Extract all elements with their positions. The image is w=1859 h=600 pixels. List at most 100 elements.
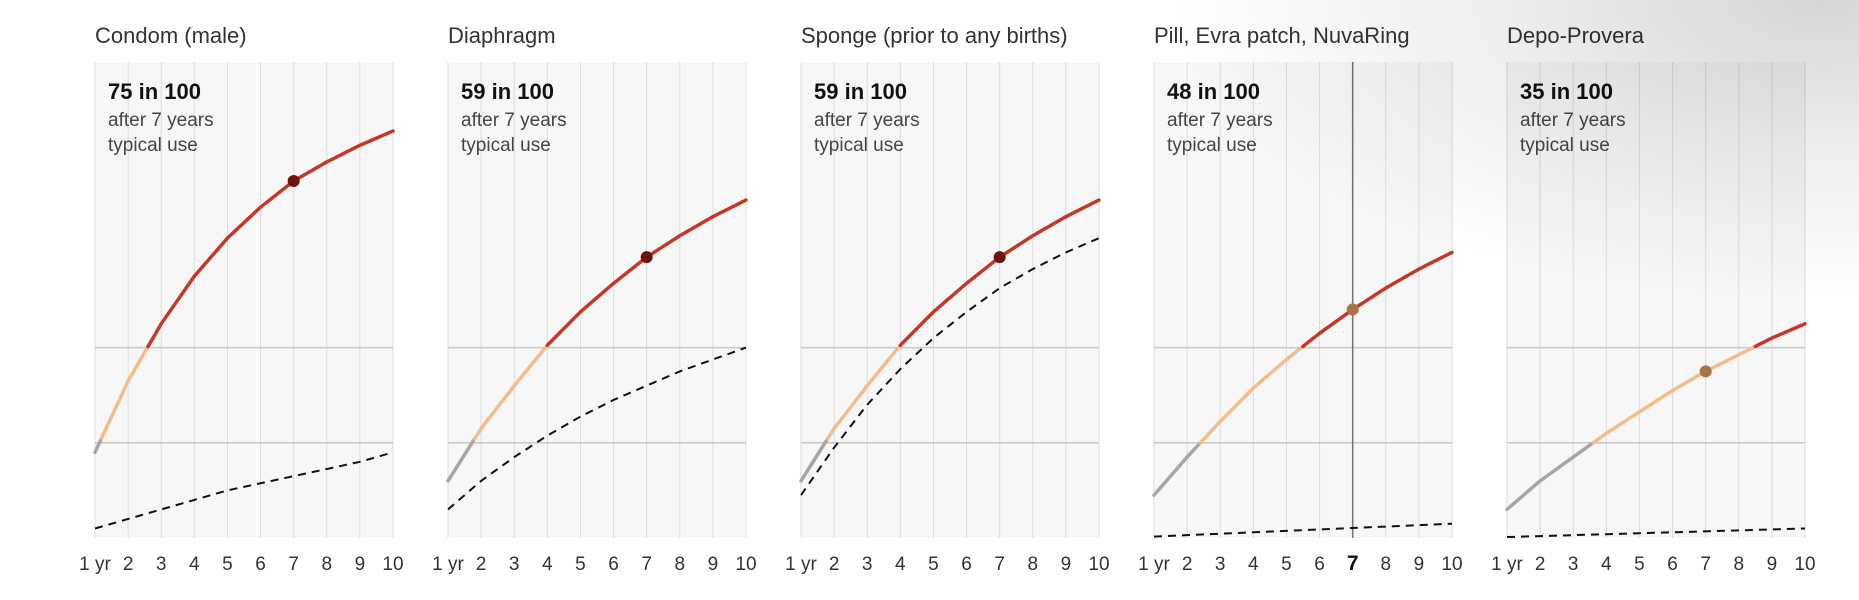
x-tick-label: 3: [1568, 554, 1579, 575]
x-tick-label: 9: [1061, 554, 1072, 575]
x-tick-label: 5: [1634, 554, 1645, 575]
chart-panel: Depo-Provera 35 in 100 after 7 years typica…: [1491, 23, 1815, 575]
stat-caption-line: typical use: [461, 135, 551, 156]
stat-caption-line: after 7 years: [814, 110, 920, 131]
x-tick-label: 7: [641, 554, 652, 575]
highlight-dot: [1346, 303, 1359, 316]
x-tick-label: 10: [1441, 554, 1462, 575]
x-tick-label: 4: [189, 554, 200, 575]
x-tick-label: 8: [674, 554, 685, 575]
x-tick-label: 6: [608, 554, 619, 575]
x-tick-label: 3: [1215, 554, 1226, 575]
x-tick-label: 9: [708, 554, 719, 575]
x-tick-label: 5: [222, 554, 233, 575]
x-tick-label: 4: [542, 554, 553, 575]
x-tick-label: 1 yr: [432, 554, 464, 575]
typical-use-curve: [99, 344, 150, 440]
x-tick-label: 10: [1794, 554, 1815, 575]
x-tick-label: 8: [1380, 554, 1391, 575]
panel-background: [1507, 62, 1805, 538]
stat-caption-line: after 7 years: [461, 110, 567, 131]
x-tick-label: 2: [1182, 554, 1193, 575]
x-tick-label: 9: [1414, 554, 1425, 575]
chart-panel: Diaphragm 59 in 100 after 7 years typical u…: [432, 23, 756, 575]
x-tick-label: 6: [1667, 554, 1678, 575]
typical-use-curve: [1301, 250, 1454, 349]
panel-title: Pill, Evra patch, NuvaRing: [1154, 23, 1410, 48]
typical-use-curve: [472, 343, 550, 441]
stat-value: 48 in 100: [1167, 79, 1260, 104]
stat-caption-line: typical use: [814, 135, 904, 156]
chart-panel: Sponge (prior to any births) 59 in 100 aft…: [785, 23, 1109, 575]
x-tick-label: 5: [1281, 554, 1292, 575]
x-tick-label: 1 yr: [785, 554, 817, 575]
x-tick-label: 4: [895, 554, 906, 575]
typical-use-curve: [446, 437, 477, 483]
x-tick-label: 3: [156, 554, 167, 575]
highlight-dot: [640, 251, 653, 264]
x-tick-label: 3: [862, 554, 873, 575]
chart-panel: Condom (male) 75 in 100 after 7 years typic…: [79, 23, 403, 575]
perfect-use-dashed-line: [94, 451, 394, 530]
stat-value: 59 in 100: [461, 79, 554, 104]
x-tick-label: 8: [321, 554, 332, 575]
stat-value: 75 in 100: [108, 79, 201, 104]
x-tick-label: 9: [1767, 554, 1778, 575]
x-tick-label: 4: [1601, 554, 1612, 575]
stat-caption-line: after 7 years: [108, 110, 214, 131]
x-tick-label: 7: [1700, 554, 1711, 575]
x-tick-label: 2: [829, 554, 840, 575]
highlight-dot: [993, 251, 1006, 264]
x-tick-label: 6: [255, 554, 266, 575]
x-tick-label: 2: [476, 554, 487, 575]
perfect-use-dashed-line: [1506, 527, 1806, 539]
stat-caption-line: typical use: [1520, 135, 1610, 156]
x-tick-label: 10: [1088, 554, 1109, 575]
typical-use-curve: [1753, 322, 1807, 349]
x-tick-label: 2: [123, 554, 134, 575]
typical-use-curve: [799, 437, 830, 483]
perfect-use-dashed-line: [1153, 522, 1453, 538]
x-tick-label: 10: [382, 554, 403, 575]
perfect-use-dashed-line: [800, 237, 1100, 496]
panel-title: Condom (male): [95, 23, 247, 48]
x-tick-label: 7: [1347, 552, 1359, 575]
x-tick-label: 5: [928, 554, 939, 575]
typical-use-curve: [93, 436, 104, 455]
highlight-dot: [1699, 365, 1712, 378]
x-tick-label: 5: [575, 554, 586, 575]
panel-background: [801, 62, 1099, 538]
stat-caption-line: after 7 years: [1167, 110, 1273, 131]
typical-use-curve: [1198, 344, 1305, 445]
typical-use-curve: [146, 129, 395, 349]
typical-use-curve: [1152, 441, 1203, 497]
x-tick-label: 1 yr: [79, 554, 111, 575]
x-tick-label: 4: [1248, 554, 1259, 575]
panel-background: [448, 62, 746, 538]
stat-caption-line: typical use: [1167, 135, 1257, 156]
x-tick-label: 9: [355, 554, 366, 575]
panel-title: Sponge (prior to any births): [801, 23, 1068, 48]
x-tick-label: 1 yr: [1491, 554, 1523, 575]
x-tick-label: 1 yr: [1138, 554, 1170, 575]
typical-use-curve: [1505, 441, 1595, 512]
typical-use-curve: [825, 343, 903, 441]
stat-value: 35 in 100: [1520, 79, 1613, 104]
stat-caption-line: typical use: [108, 135, 198, 156]
stat-caption-line: after 7 years: [1520, 110, 1626, 131]
panel-background: [1154, 62, 1452, 538]
x-tick-label: 3: [509, 554, 520, 575]
x-tick-label: 8: [1027, 554, 1038, 575]
panel-title: Depo-Provera: [1507, 23, 1645, 48]
x-tick-label: 6: [961, 554, 972, 575]
panel-background: [95, 62, 393, 538]
x-tick-label: 2: [1535, 554, 1546, 575]
x-tick-label: 7: [288, 554, 299, 575]
x-tick-label: 6: [1314, 554, 1325, 575]
stat-value: 59 in 100: [814, 79, 907, 104]
x-tick-label: 8: [1733, 554, 1744, 575]
highlight-dot: [287, 175, 300, 187]
x-tick-label: 7: [994, 554, 1005, 575]
x-tick-label: 10: [735, 554, 756, 575]
